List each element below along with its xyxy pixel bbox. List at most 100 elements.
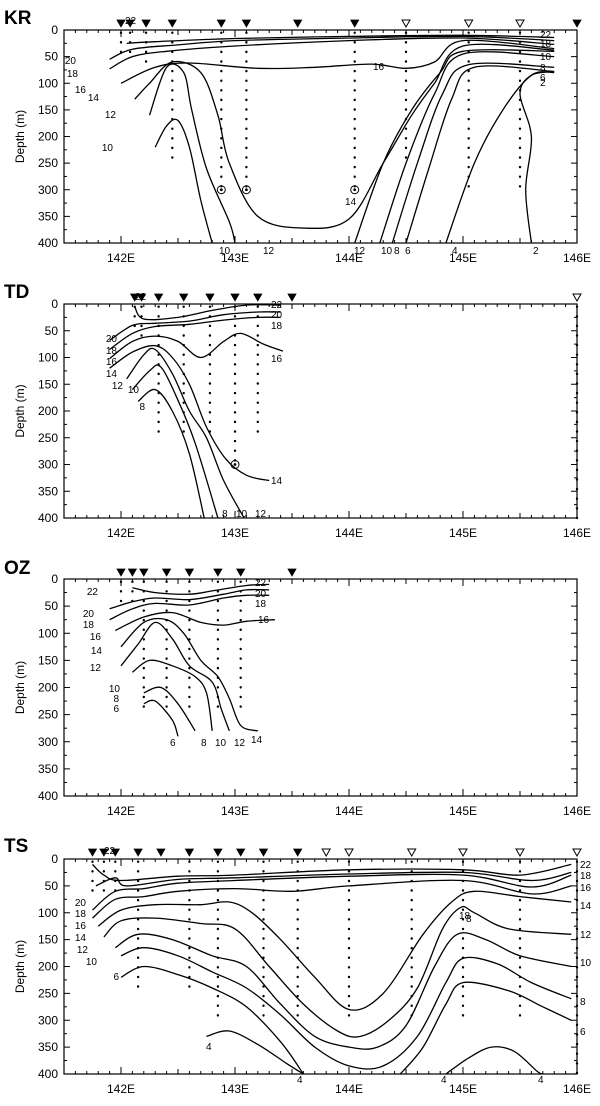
x-tick-label: 146E (563, 526, 591, 540)
bottle-dot (245, 188, 248, 192)
station-marker (129, 293, 140, 302)
panel-title: TD (4, 282, 29, 303)
x-tick-label: 144E (335, 804, 363, 818)
y-axis-title: Depth (m) (13, 661, 27, 714)
isotherm-label: 18 (271, 321, 283, 332)
y-tick-label: 250 (38, 431, 58, 445)
isotherm-label: 20 (83, 609, 95, 620)
isotherm-label: 18 (75, 909, 87, 920)
isotherm-label: 6 (113, 972, 119, 983)
y-tick-label: 400 (38, 789, 58, 803)
isotherm-label: 16 (106, 357, 118, 368)
isotherm-label: 12 (112, 381, 124, 392)
station-marker (287, 568, 297, 577)
isotherm-label: 8 (113, 694, 119, 705)
y-tick-label: 400 (38, 1067, 58, 1081)
isotherm-label: 20 (75, 898, 87, 909)
y-tick-label: 300 (38, 735, 58, 749)
y-axis-title: Depth (m) (13, 110, 27, 163)
isotherm-label: 18 (83, 620, 95, 631)
station-marker (127, 568, 138, 577)
y-tick-label: 250 (38, 708, 58, 722)
isotherm-label: 22 (87, 587, 99, 598)
panel-title: OZ (4, 558, 31, 579)
x-tick-label: 143E (221, 251, 249, 265)
bottle-ring (241, 185, 251, 195)
plot-frame (63, 29, 578, 244)
isotherm-6 (405, 65, 555, 243)
isotherm-label: 10 (580, 958, 592, 969)
isotherm-20 (109, 311, 281, 341)
station-marker (216, 19, 227, 28)
isotherm-label: 10 (236, 509, 248, 520)
isotherm-label: 16 (373, 62, 385, 73)
panel-td: TD 0 50 100 150 200 250 300 350 400 142E 143E 144E 14… (4, 282, 591, 540)
isotherm-label: 12 (263, 246, 275, 257)
isotherm-label: 16 (75, 85, 87, 96)
isotherm-label: 20 (65, 56, 77, 67)
isotherm-4 (206, 1030, 304, 1074)
isotherm-10 (154, 118, 213, 243)
isotherm-label: 8 (201, 738, 207, 749)
station-marker (184, 848, 195, 857)
isotherm-label: 14 (345, 197, 357, 208)
isotherm-label: 18 (580, 871, 592, 882)
y-tick-label: 50 (45, 879, 59, 893)
y-tick-label: 400 (38, 236, 58, 250)
y-tick-label: 200 (38, 681, 58, 695)
y-tick-label: 100 (38, 626, 58, 640)
y-tick-label: 350 (38, 762, 58, 776)
y-tick-label: 300 (38, 183, 58, 197)
station-marker (116, 568, 126, 577)
panel-ts: TS 0 50 100 150 200 250 300 350 400 142E 143E 144E 14… (4, 836, 592, 1096)
x-tick-label: 144E (335, 526, 363, 540)
x-tick-label: 146E (563, 1082, 591, 1096)
isotherm-label: 14 (251, 735, 263, 746)
isotherm-label: 12 (580, 930, 592, 941)
y-axis-title: Depth (m) (13, 384, 27, 437)
isotherm-18 (109, 594, 270, 621)
station-marker (287, 293, 297, 302)
plot-frame (63, 578, 578, 797)
isotherm-label: 8 (580, 997, 586, 1008)
isotherm-label: 18 (540, 39, 552, 50)
x-tick-label: 142E (107, 804, 135, 818)
y-tick-label: 150 (38, 377, 58, 391)
station-marker (258, 848, 269, 857)
isotherm-label: 10 (215, 738, 227, 749)
y-tick-label: 200 (38, 130, 58, 144)
station-marker (179, 293, 189, 302)
isotherm-label: 4 (206, 1042, 212, 1053)
isotherm-label: 22 (540, 30, 552, 41)
isotherm-8 (120, 947, 572, 1070)
isotherm-22 (134, 304, 281, 321)
y-tick-label: 400 (38, 511, 58, 525)
isotherm-18 (109, 316, 281, 351)
isotherm-label: 8 (139, 402, 145, 413)
isotherm-label: 18 (459, 911, 471, 922)
station-marker (515, 848, 525, 858)
station-marker (344, 848, 354, 858)
isotherm-12 (354, 49, 555, 243)
isotherm-label: 20 (255, 589, 267, 600)
isotherm-6 (143, 699, 179, 737)
y-tick-label: 350 (38, 209, 58, 223)
isotherm-label: 4 (297, 1075, 303, 1086)
x-tick-label: 145E (449, 251, 477, 265)
station-marker (401, 19, 411, 29)
isotherm-16 (109, 332, 284, 360)
isotherm-label: 22 (271, 300, 283, 311)
isotherm-2 (519, 70, 555, 243)
station-marker (293, 19, 303, 28)
station-marker (572, 848, 582, 858)
station-marker (87, 848, 98, 857)
station-marker (141, 19, 151, 28)
station-marker (184, 568, 195, 577)
station-marker (253, 293, 263, 302)
isotherm-label: 8 (222, 509, 228, 520)
y-tick-label: 350 (38, 1040, 58, 1054)
isotherm-22 (126, 34, 555, 44)
isotherm-label: 22 (255, 578, 267, 589)
isotherm-12 (126, 347, 245, 518)
panel-kr: KR 0 50 100 150 200 250 300 350 400 142E 143E 144E 14… (4, 8, 591, 265)
